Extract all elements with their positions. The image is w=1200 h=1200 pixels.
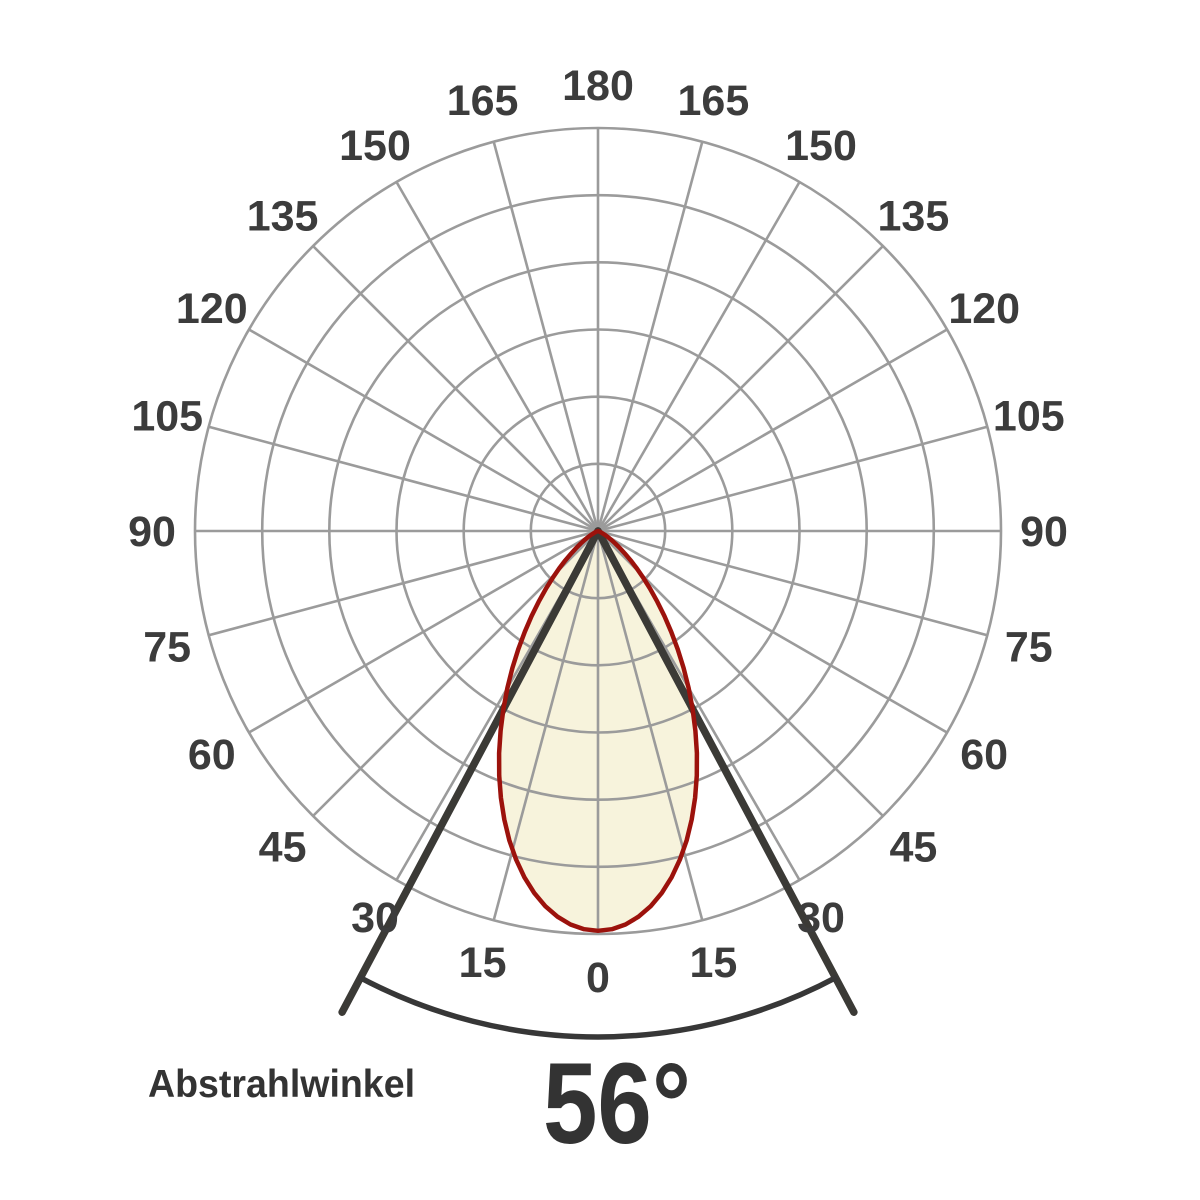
angle-tick-label-135-left: 135: [247, 193, 319, 241]
polar-grid-ray: [597, 245, 884, 532]
angle-tick-label-120-left: 120: [176, 285, 248, 333]
polar-grid-ray: [596, 141, 704, 532]
angle-tick-label-105-left: 105: [131, 393, 203, 441]
angle-tick-labels: 0 15 15 30 30 45 45 60 60 75 75 90 90 105 105 120 120 135…: [128, 62, 1068, 1002]
polar-grid: [193, 126, 1003, 936]
angle-tick-label-105-right: 105: [993, 393, 1065, 441]
polar-grid-ray: [248, 328, 599, 533]
angle-tick-label-150-right: 150: [785, 122, 857, 170]
angle-tick-label-120-right: 120: [948, 285, 1020, 333]
polar-grid-ray: [597, 425, 988, 533]
polar-grid-ray: [395, 181, 600, 532]
angle-tick-label-45-left: 45: [259, 823, 307, 871]
angle-tick-label-30-right: 30: [797, 894, 845, 942]
angle-tick-label-150-left: 150: [339, 122, 411, 170]
angle-tick-label-90-left: 90: [128, 508, 176, 556]
beam-angle-arc: [357, 974, 839, 1040]
angle-tick-label-135-right: 135: [878, 193, 950, 241]
polar-grid-ray: [597, 529, 948, 734]
beam-angle-value: 56°: [543, 1040, 691, 1168]
angle-tick-label-30-left: 30: [351, 894, 399, 942]
angle-tick-label-180: 180: [562, 62, 634, 110]
angle-tick-label-165-left: 165: [447, 77, 519, 125]
beam-angle-lines: [338, 527, 858, 1016]
polar-grid-ray: [492, 530, 600, 921]
angle-tick-label-60-right: 60: [960, 731, 1008, 779]
polar-grid-ray: [596, 530, 704, 921]
polar-grid-ray: [248, 529, 599, 734]
polar-grid-ray: [312, 245, 599, 532]
angle-tick-label-90-right: 90: [1020, 508, 1068, 556]
angle-tick-label-15-right: 15: [689, 939, 737, 987]
angle-tick-label-45-right: 45: [889, 823, 937, 871]
angle-tick-label-15-left: 15: [459, 939, 507, 987]
polar-grid-ray: [208, 425, 599, 533]
intensity-lobe-outline: [496, 528, 700, 934]
polar-grid-ray: [492, 141, 600, 532]
angle-tick-label-60-left: 60: [188, 731, 236, 779]
beam-angle-line-right: [594, 527, 858, 1016]
angle-tick-label-75-left: 75: [143, 623, 191, 671]
angle-tick-label-75-right: 75: [1005, 623, 1053, 671]
polar-grid-ray: [208, 529, 599, 637]
polar-grid-ray: [597, 328, 948, 533]
angle-tick-label-0: 0: [586, 954, 610, 1002]
angle-tick-label-165-right: 165: [678, 77, 750, 125]
diagram-title: Abstrahlwinkel: [148, 1063, 415, 1106]
polar-grid-ray: [597, 529, 988, 637]
polar-grid-ray: [596, 181, 801, 532]
beam-angle-line-left: [338, 527, 602, 1016]
